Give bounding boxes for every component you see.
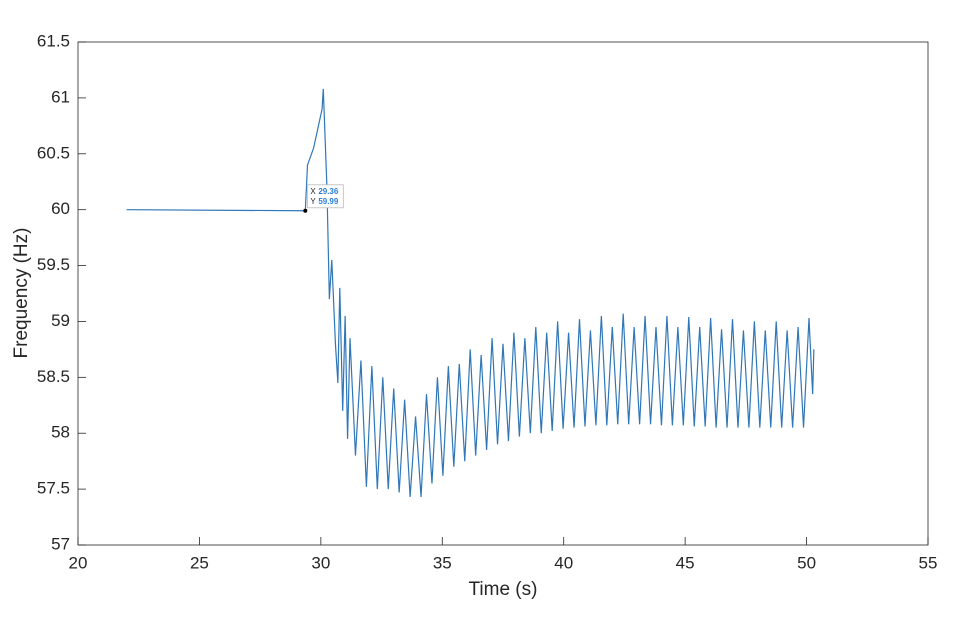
- x-tick-label: 30: [311, 553, 330, 572]
- x-tick-label: 35: [433, 553, 452, 572]
- datatip-box: [306, 184, 344, 209]
- x-tick-label: 45: [676, 553, 695, 572]
- x-axis-label: Time (s): [469, 579, 538, 600]
- y-tick-label: 58.5: [37, 367, 70, 386]
- datatip-y-value: 59.99: [318, 197, 339, 206]
- x-tick-label: 55: [919, 553, 938, 572]
- y-tick-label: 59.5: [37, 255, 70, 274]
- datatip-y-name: Y: [310, 197, 316, 206]
- datatip-x-name: X: [310, 187, 316, 196]
- y-axis-label: Frequency (Hz): [11, 228, 32, 359]
- x-tick-label: 20: [69, 553, 88, 572]
- x-tick-label: 40: [554, 553, 573, 572]
- datatip-x-value: 29.36: [318, 187, 339, 196]
- y-tick-label: 60.5: [37, 143, 70, 162]
- y-tick-label: 57.5: [37, 479, 70, 498]
- y-tick-label: 60: [51, 199, 70, 218]
- datatip-marker: [303, 208, 308, 213]
- x-tick-label: 50: [797, 553, 816, 572]
- y-tick-label: 61: [51, 87, 70, 106]
- y-tick-label: 61.5: [37, 31, 70, 50]
- x-tick-label: 25: [190, 553, 209, 572]
- y-tick-label: 59: [51, 311, 70, 330]
- y-tick-label: 57: [51, 534, 70, 553]
- plot-box: [77, 41, 929, 546]
- data-line: [126, 88, 815, 497]
- y-tick-label: 58: [51, 423, 70, 442]
